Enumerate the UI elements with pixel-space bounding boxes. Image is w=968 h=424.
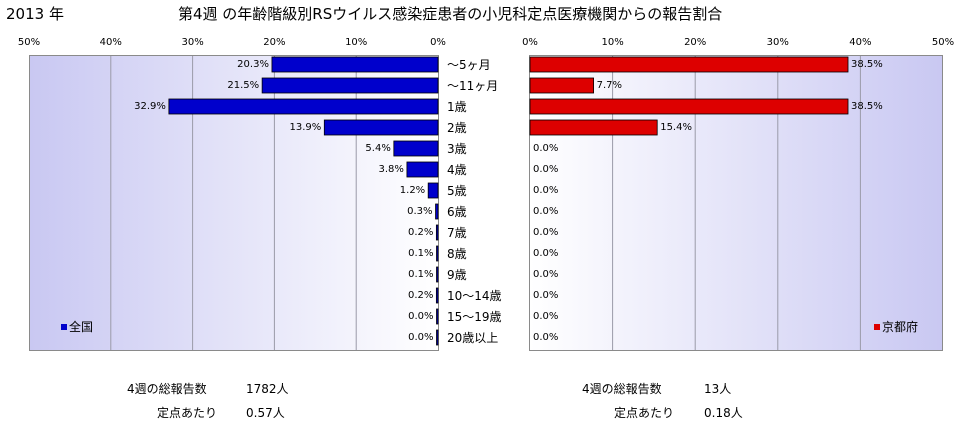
national-per-value: 0.57人 bbox=[246, 406, 285, 420]
category-label: 5歳 bbox=[447, 184, 467, 198]
data-label-national: 0.1% bbox=[408, 269, 434, 280]
year-label: 2013 年 bbox=[6, 5, 64, 23]
data-label-kyoto: 0.0% bbox=[533, 290, 559, 301]
category-label: ～5ヶ月 bbox=[447, 58, 491, 72]
bar-national bbox=[435, 224, 439, 241]
data-label-national: 13.9% bbox=[289, 122, 322, 133]
kyoto-total-value: 13人 bbox=[704, 382, 732, 396]
data-label-national: 21.5% bbox=[227, 80, 260, 91]
data-label-national: 0.0% bbox=[408, 332, 434, 343]
tick-label: 30% bbox=[766, 37, 789, 48]
national-total-value: 1782人 bbox=[246, 382, 289, 396]
data-label-kyoto: 0.0% bbox=[533, 227, 559, 238]
data-label-kyoto: 7.7% bbox=[596, 80, 622, 91]
bar-national bbox=[271, 56, 439, 73]
kyoto-per-value: 0.18人 bbox=[704, 406, 743, 420]
data-label-kyoto: 0.0% bbox=[533, 185, 559, 196]
data-label-national: 0.3% bbox=[407, 206, 433, 217]
data-label-national: 32.9% bbox=[134, 101, 166, 112]
bar-national bbox=[436, 308, 439, 325]
tick-label: 10% bbox=[345, 37, 368, 48]
bar-national bbox=[323, 119, 439, 136]
national-per-label: 定点あたり bbox=[157, 406, 218, 420]
bar-national bbox=[406, 161, 439, 178]
tick-label: 0% bbox=[522, 37, 538, 48]
bar-national bbox=[436, 266, 439, 283]
legend-kyoto: 京都府 bbox=[874, 318, 918, 335]
kyoto-per-label: 定点あたり bbox=[614, 406, 675, 420]
category-label: 10～14歳 bbox=[447, 289, 502, 303]
data-label-national: 0.1% bbox=[408, 248, 434, 259]
data-label-national: 5.4% bbox=[365, 143, 391, 154]
bar-kyoto bbox=[529, 56, 849, 73]
tick-label: 10% bbox=[601, 37, 624, 48]
category-label: 7歳 bbox=[447, 226, 467, 240]
bar-kyoto bbox=[529, 98, 849, 115]
bar-national bbox=[435, 287, 439, 304]
chart-title: 第4週 の年齢階級別RSウイルス感染症患者の小児科定点医療機関からの報告割合 bbox=[178, 5, 723, 23]
data-label-national: 0.2% bbox=[407, 290, 434, 301]
tick-label: 50% bbox=[17, 37, 41, 48]
data-label-kyoto: 0.0% bbox=[533, 248, 559, 259]
data-label-kyoto: 38.5% bbox=[851, 59, 883, 70]
tick-label: 20% bbox=[263, 37, 286, 48]
bar-kyoto bbox=[529, 77, 595, 94]
category-label: 2歳 bbox=[447, 121, 467, 135]
data-label-national: 1.2% bbox=[399, 185, 426, 196]
bar-national bbox=[427, 182, 439, 199]
data-label-national: 20.3% bbox=[237, 59, 269, 70]
legend-kyoto-label: 京都府 bbox=[882, 320, 919, 334]
bar-national bbox=[261, 77, 439, 94]
category-label: 1歳 bbox=[447, 100, 467, 114]
bar-kyoto bbox=[529, 119, 658, 136]
data-label-kyoto: 0.0% bbox=[533, 332, 559, 343]
data-label-national: 0.2% bbox=[407, 227, 434, 238]
legend-national-label: 全国 bbox=[69, 320, 94, 334]
category-label: 15～19歳 bbox=[447, 310, 502, 324]
bar-national bbox=[168, 98, 439, 115]
bar-national bbox=[436, 245, 439, 262]
tick-label: 0% bbox=[430, 37, 446, 48]
tick-label: 40% bbox=[99, 37, 122, 48]
category-label: 6歳 bbox=[447, 205, 467, 219]
national-total-label: 4週の総報告数 bbox=[127, 382, 207, 396]
legend-national: 全国 bbox=[61, 318, 93, 335]
legend-kyoto-swatch bbox=[874, 323, 880, 330]
bar-national bbox=[435, 203, 439, 220]
data-label-kyoto: 0.0% bbox=[533, 269, 559, 280]
data-label-kyoto: 15.4% bbox=[660, 122, 692, 133]
category-label: 3歳 bbox=[447, 142, 467, 156]
tick-label: 40% bbox=[849, 37, 872, 48]
category-label: 8歳 bbox=[447, 247, 467, 261]
data-label-national: 3.8% bbox=[378, 164, 404, 175]
legend-national-swatch bbox=[61, 323, 67, 330]
tick-label: 20% bbox=[684, 37, 707, 48]
tick-label: 50% bbox=[931, 37, 955, 48]
category-label: 9歳 bbox=[447, 268, 467, 282]
data-label-kyoto: 0.0% bbox=[533, 311, 559, 322]
data-label-national: 0.0% bbox=[408, 311, 434, 322]
category-label: 20歳以上 bbox=[447, 331, 499, 345]
category-label: ～11ヶ月 bbox=[447, 79, 499, 93]
category-label: 4歳 bbox=[447, 163, 467, 177]
tick-label: 30% bbox=[181, 37, 204, 48]
bar-national bbox=[436, 329, 439, 346]
bar-national bbox=[393, 140, 439, 157]
data-label-kyoto: 0.0% bbox=[533, 206, 559, 217]
data-label-kyoto: 38.5% bbox=[851, 101, 883, 112]
data-label-kyoto: 0.0% bbox=[533, 143, 559, 154]
kyoto-total-label: 4週の総報告数 bbox=[582, 382, 662, 396]
data-label-kyoto: 0.0% bbox=[533, 164, 559, 175]
